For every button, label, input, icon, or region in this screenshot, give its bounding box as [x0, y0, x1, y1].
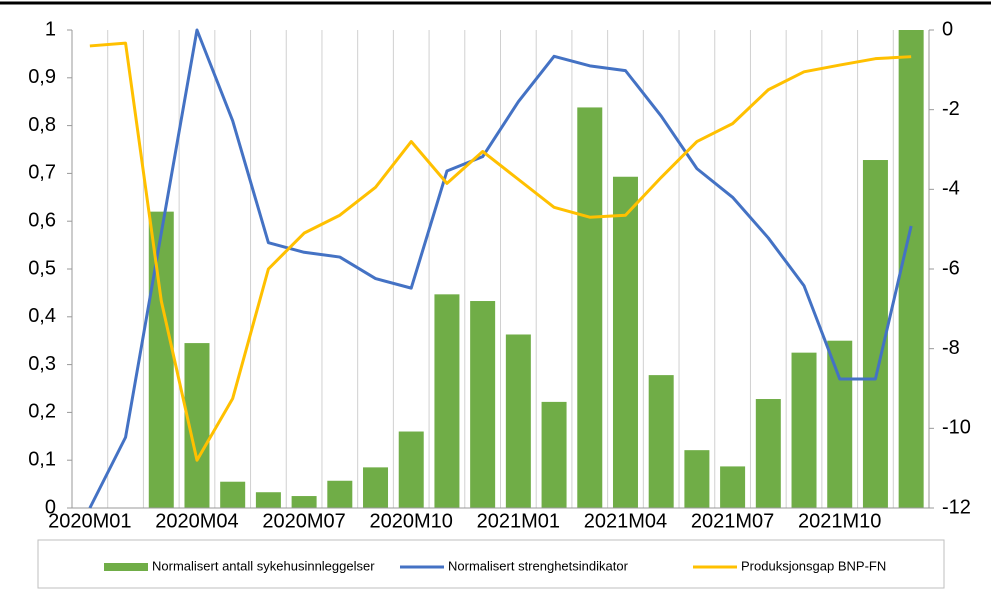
y-tick-label: 0,7 [28, 162, 56, 184]
legend-label: Produksjonsgap BNP-FN [741, 558, 886, 573]
y2-tick-label: -10 [942, 417, 971, 439]
legend-label: Normalisert antall sykehusinnleggelser [152, 558, 375, 573]
bar [577, 107, 603, 508]
y2-tick-label: -6 [942, 257, 960, 279]
x-tick-label: 2020M04 [155, 510, 238, 532]
x-tick-label: 2020M01 [48, 510, 131, 532]
bar [470, 301, 496, 508]
bar [684, 450, 710, 508]
legend-label: Normalisert strenghetsindikator [448, 558, 629, 573]
x-tick-label: 2020M10 [370, 510, 453, 532]
bar [220, 481, 246, 508]
bar [148, 211, 174, 508]
bar [827, 340, 853, 508]
bar [434, 294, 460, 508]
y-tick-label: 0,1 [28, 448, 56, 470]
line [89, 41, 912, 462]
bar [648, 375, 674, 508]
bar [327, 480, 353, 508]
bar [898, 30, 924, 508]
bar [398, 431, 424, 508]
legend-swatch [104, 563, 148, 571]
y-tick-label: 0,9 [28, 66, 56, 88]
line [88, 28, 913, 509]
bar [755, 399, 781, 508]
x-tick-label: 2020M07 [262, 510, 345, 532]
y-tick-label: 0,3 [28, 353, 56, 375]
bar [862, 160, 888, 509]
y-tick-label: 0,2 [28, 401, 56, 423]
y2-tick-label: -2 [942, 98, 960, 120]
y-tick-label: 0,4 [28, 305, 56, 327]
y-tick-label: 0,8 [28, 114, 56, 136]
bar [612, 176, 638, 508]
bar [505, 334, 531, 508]
bar [291, 496, 317, 508]
x-tick-label: 2021M04 [584, 510, 667, 532]
y-tick-label: 0,5 [28, 257, 56, 279]
y2-tick-label: -8 [942, 337, 960, 359]
bar [363, 467, 389, 508]
y-tick-label: 1 [45, 18, 56, 40]
legend-box [37, 539, 945, 589]
bar [255, 492, 281, 508]
y-tick-label: 0 [45, 496, 56, 518]
x-tick-label: 2021M07 [691, 510, 774, 532]
y-tick-label: 0,6 [28, 209, 56, 231]
y2-tick-label: -4 [942, 178, 960, 200]
y2-tick-label: 0 [942, 18, 953, 40]
y2-tick-label: -12 [942, 496, 971, 518]
bar [720, 466, 746, 508]
bar [791, 352, 817, 508]
x-tick-label: 2021M01 [477, 510, 560, 532]
x-tick-label: 2021M10 [798, 510, 881, 532]
bar [541, 401, 567, 508]
